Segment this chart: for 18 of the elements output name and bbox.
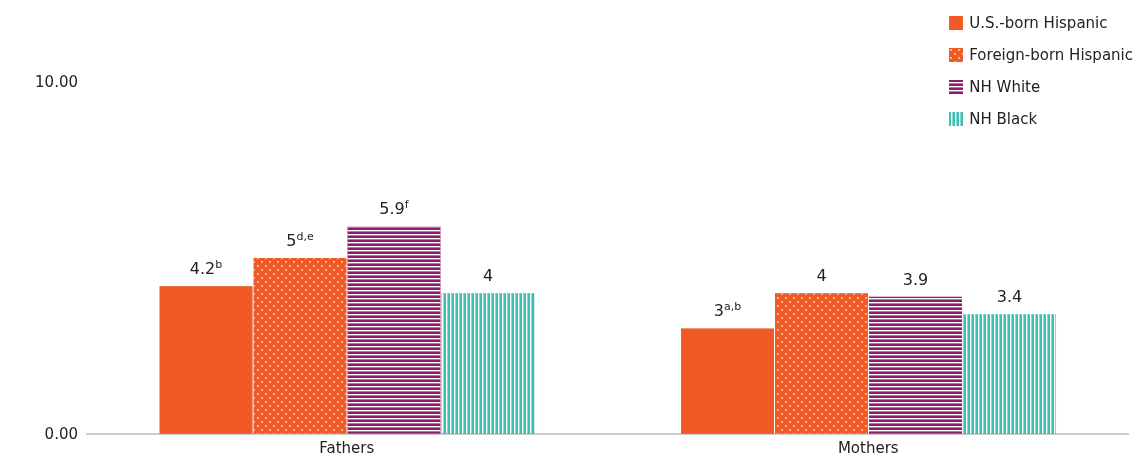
legend-label: Foreign-born Hispanic: [969, 46, 1133, 64]
legend-label: NH Black: [969, 110, 1038, 128]
x-tick-label: Mothers: [837, 438, 899, 457]
legend-label: NH White: [969, 78, 1041, 96]
y-tick-label: 0.00: [44, 425, 78, 444]
data-label: 3.9: [902, 269, 929, 289]
data-label: 5$^{d,e}$: [286, 229, 314, 250]
data-label: 4: [816, 266, 827, 286]
data-label: 4.2$^{b}$: [189, 257, 223, 279]
data-label: 3.4: [996, 287, 1023, 307]
legend-label: U.S.-born Hispanic: [969, 14, 1108, 32]
data-label: 4: [482, 266, 494, 286]
bar: [681, 328, 775, 434]
y-tick-label: 10.00: [35, 73, 78, 92]
x-tick-label: Fathers: [319, 438, 375, 457]
data-label: 3$^{a,b}$: [713, 299, 742, 321]
data-label: 5.9$^{f}$: [379, 197, 410, 219]
bar: [159, 286, 253, 434]
